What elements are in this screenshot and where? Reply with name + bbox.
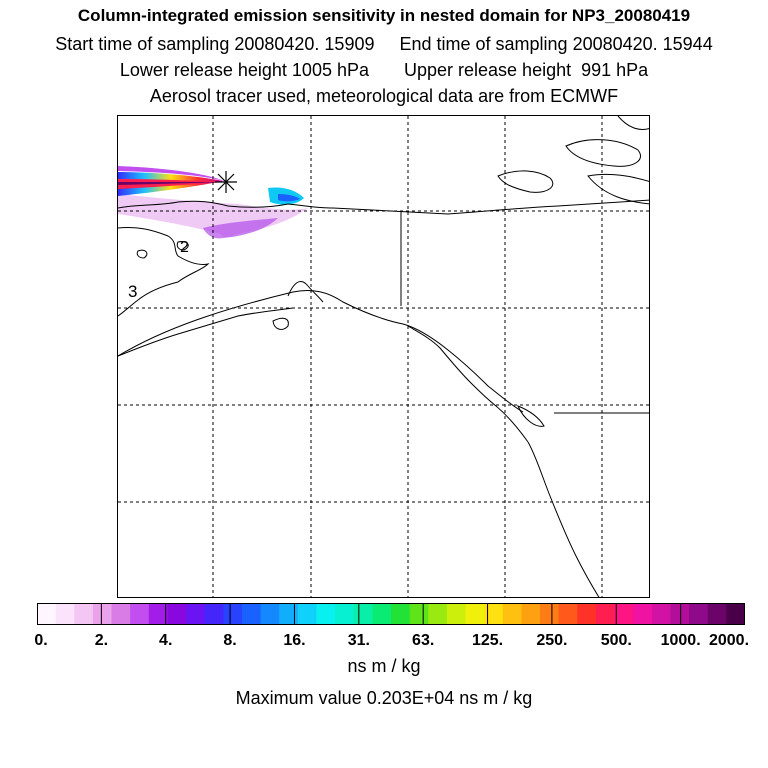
map-panel: 2	[117, 115, 650, 598]
colorbar-tick-label: 0.	[34, 632, 48, 649]
colorbar-cell	[241, 603, 262, 625]
colorbar-tick-label: 1000.	[660, 632, 701, 649]
colorbar-cell	[577, 603, 597, 625]
canadian-arctic-islands	[497, 170, 554, 193]
colorbar-cell	[540, 603, 560, 625]
colorbar-cell	[465, 603, 485, 625]
colorbar-cell	[558, 603, 578, 625]
release-height-line: Lower release height 1005 hPa Upper rele…	[119, 60, 649, 80]
colorbar-cell	[92, 603, 113, 625]
colorbar-cell	[614, 603, 634, 625]
colorbar-cell	[111, 603, 131, 625]
plume-blue-tip	[278, 194, 300, 202]
colorbar-cell	[446, 603, 467, 625]
graticule	[118, 116, 649, 597]
colorbar-cell	[651, 603, 672, 625]
colorbar-cell	[260, 603, 280, 625]
aleutian-chain	[118, 307, 294, 357]
vancouver-island	[517, 405, 545, 427]
colorbar-cell	[689, 603, 709, 625]
colorbar-cell	[148, 603, 169, 625]
colorbar-cell	[74, 603, 94, 625]
northern-islands	[617, 116, 649, 130]
plume-lower-patch	[203, 218, 278, 239]
map-title: Column-integrated emission sensitivity i…	[77, 6, 691, 25]
colorbar-cell	[428, 603, 448, 625]
map-canvas: 2	[118, 116, 649, 597]
colorbar-tick-label: 2000.	[708, 632, 750, 649]
kodiak-island	[272, 317, 289, 330]
bc-coast	[407, 325, 529, 443]
colorbar-cell	[316, 603, 336, 625]
bering-island-1	[136, 249, 148, 259]
colorbar-tick-label: 250.	[536, 632, 568, 649]
banks-island	[565, 139, 641, 167]
colorbar-cell	[279, 603, 299, 625]
colorbar-cell	[391, 603, 411, 625]
colorbar-cell	[130, 603, 150, 625]
colorbar-cell	[297, 603, 318, 625]
colorbar-tick-label: 63.	[412, 632, 435, 649]
colorbar-cell	[223, 603, 243, 625]
colorbar-frame	[37, 603, 745, 625]
colorbar-cell	[186, 603, 206, 625]
colorbar-cell	[484, 603, 504, 625]
alaska-south-coast	[118, 289, 524, 413]
alaska-west-coast	[118, 227, 210, 317]
us-west-coast	[527, 441, 600, 597]
map-label-3: 3	[128, 282, 138, 301]
plume-core	[118, 182, 224, 185]
colorbar	[37, 603, 745, 625]
release-location-asterisk-icon	[215, 171, 237, 193]
bering-island-2	[176, 241, 189, 251]
coastlines	[118, 116, 649, 597]
colorbar-cell	[167, 603, 187, 625]
colorbar-cell	[707, 603, 727, 625]
colorbar-cell	[37, 603, 57, 625]
colorbar-units: ns m / kg	[347, 656, 421, 676]
cook-inlet	[287, 281, 324, 303]
colorbar-cell	[335, 603, 355, 625]
arctic-coast-alaska	[118, 199, 649, 215]
colorbar-cell	[204, 603, 224, 625]
map-label-2: 2	[180, 239, 189, 256]
colorbar-tick-label: 31.	[347, 632, 370, 649]
colorbar-tick-label: 16.	[283, 632, 306, 649]
colorbar-cell	[55, 603, 75, 625]
colorbar-tick-label: 125.	[471, 632, 504, 649]
sampling-time-line: Start time of sampling 20080420. 15909 E…	[55, 34, 713, 54]
emission-plume	[118, 166, 308, 239]
maximum-value-label: Maximum value 0.203E+04 ns m / kg	[235, 688, 533, 708]
colorbar-tick-label: 2.	[94, 632, 109, 649]
colorbar-cell	[726, 603, 745, 625]
colorbar-tick-label: 500.	[600, 632, 632, 649]
colorbar-cell	[633, 603, 653, 625]
colorbar-cell	[353, 603, 373, 625]
colorbar-cell	[409, 603, 429, 625]
colorbar-cell	[521, 603, 541, 625]
colorbar-tick-label: 8.	[223, 632, 237, 649]
colorbar-cell	[670, 603, 690, 625]
plume-inner-band	[118, 179, 224, 189]
colorbar-cell	[595, 603, 616, 625]
colorbar-cell	[502, 603, 523, 625]
tracer-info-line: Aerosol tracer used, meteorological data…	[149, 86, 619, 106]
victoria-island	[587, 173, 649, 205]
plume-upper-fringe	[118, 166, 224, 181]
colorbar-cell	[372, 603, 392, 625]
colorbar-tick-label: 4.	[159, 632, 173, 649]
